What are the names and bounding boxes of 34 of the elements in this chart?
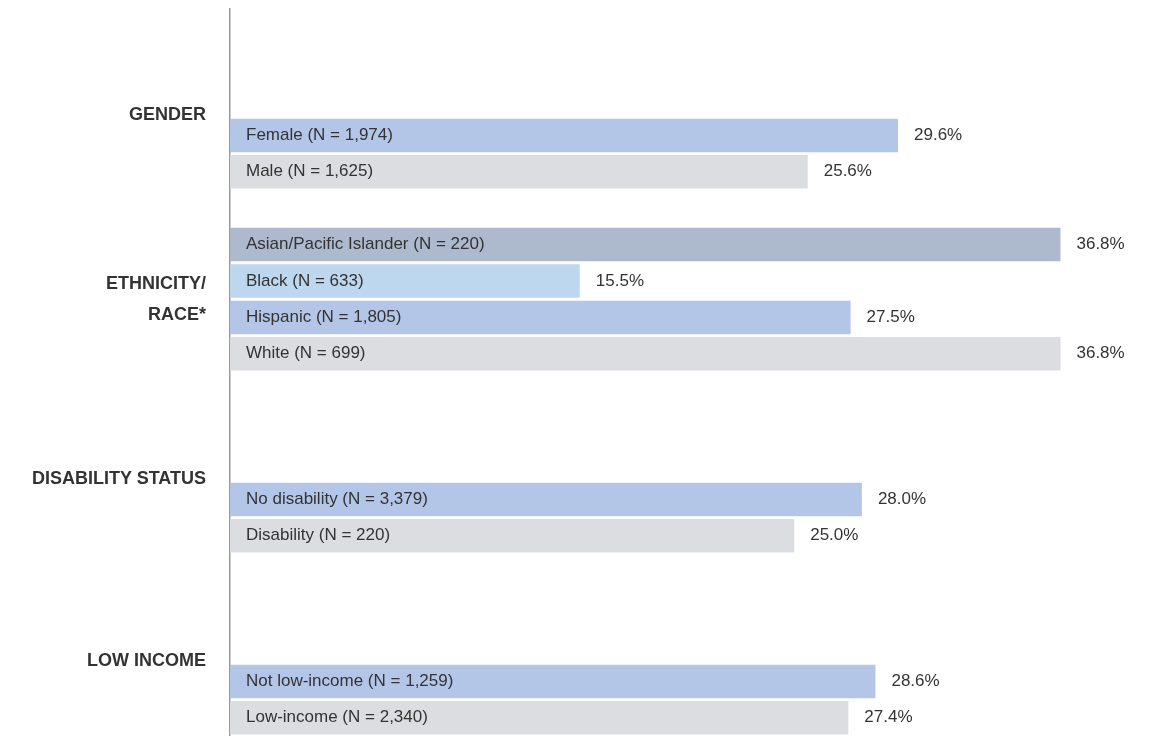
data-label: 25.6% [823, 161, 872, 181]
bar [230, 482, 862, 517]
bar [230, 519, 795, 553]
text: DISABILITY STATUS [31, 468, 206, 489]
y-tick-label: Disability (N = 220) [246, 525, 391, 545]
bar [230, 300, 851, 335]
text: GENDER [128, 104, 206, 125]
bar [230, 227, 1061, 262]
y-tick-label: No disability (N = 3,379) [246, 489, 428, 509]
y-tick-label: Male (N = 1,625) [246, 161, 374, 181]
y-tick-label: Hispanic (N = 1,805) [246, 307, 402, 327]
y-tick-label: Black (N = 633) [246, 270, 364, 290]
data-label: 36.8% [1076, 343, 1125, 363]
bar [230, 264, 580, 298]
y-tick-label: Low-income (N = 2,340) [246, 707, 428, 727]
data-label: 15.5% [595, 270, 644, 290]
bar [230, 701, 849, 735]
data-label: 28.0% [877, 489, 927, 509]
data-label: 36.8% [1076, 234, 1125, 254]
text: LOW INCOME [87, 650, 206, 671]
y-tick-label: Asian/Pacific Islander (N = 220) [246, 234, 485, 254]
data-label: 27.5% [866, 307, 915, 327]
bar [230, 155, 808, 189]
y-tick-label: Not low-income (N = 1,259) [246, 671, 454, 691]
data-label: 28.6% [891, 671, 940, 691]
data-label: 29.6% [914, 125, 963, 145]
y-tick-label: Female (N = 1,974) [246, 125, 393, 145]
y-tick-label: White (N = 699) [246, 343, 366, 363]
bar [230, 118, 898, 153]
bar [230, 664, 876, 699]
data-label: 27.4% [864, 707, 913, 727]
data-label: 25.0% [810, 525, 859, 545]
bar [230, 337, 1061, 371]
text: ETHNICITY/ RACE* [105, 272, 206, 324]
